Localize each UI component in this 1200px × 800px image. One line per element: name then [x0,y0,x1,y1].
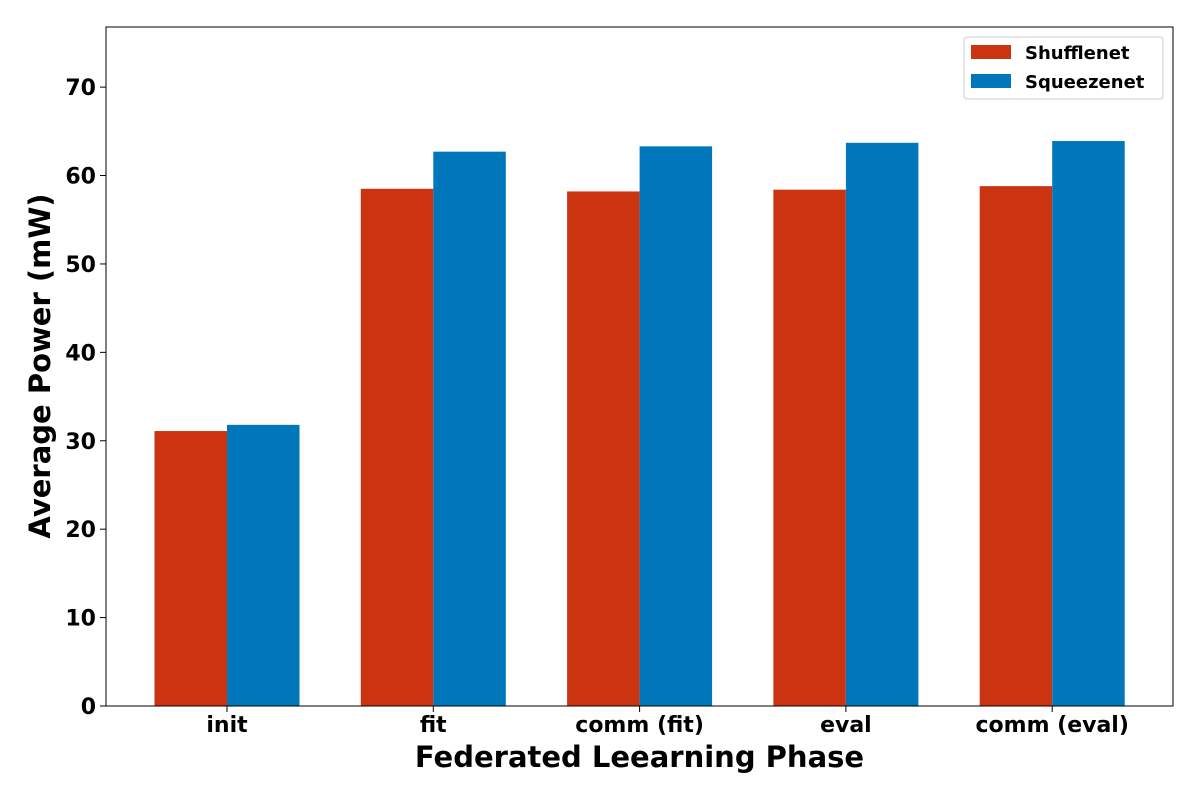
legend-label-shufflenet: Shufflenet [1025,43,1130,64]
legend-swatch-squeezenet [971,74,1011,88]
y-tick-label: 60 [65,165,96,190]
x-tick-label: comm (fit) [575,713,704,738]
bar-squeezenet-2 [639,146,713,706]
bar-squeezenet-1 [433,151,506,706]
bar-squeezenet-3 [845,142,919,706]
bar-squeezenet-0 [227,424,300,706]
y-tick-label: 0 [81,695,96,720]
bars-layer [154,141,1125,707]
x-tick-label: comm (eval) [975,713,1128,738]
y-axis: 0 10 20 30 40 50 60 70 [65,76,106,720]
x-axis-label: Federated Leearning Phase [415,740,864,774]
bar-shufflenet-2 [567,191,640,706]
y-tick-label: 10 [65,607,96,632]
legend-label-squeezenet: Squeezenet [1025,72,1145,93]
y-tick-label: 30 [65,430,96,455]
legend-frame [963,36,1164,100]
bar-shufflenet-0 [154,431,227,706]
legend: Shufflenet Squeezenet [963,36,1164,100]
bar-squeezenet-4 [1052,141,1125,706]
y-tick-label: 20 [65,518,96,543]
y-axis-label: Average Power (mW) [23,193,57,538]
x-tick-label: init [206,713,248,738]
bar-shufflenet-4 [979,186,1053,706]
y-tick-label: 50 [65,253,96,278]
y-tick-label: 70 [65,76,96,101]
y-tick-label: 40 [65,341,96,366]
x-tick-label: fit [420,713,447,738]
bar-shufflenet-1 [360,188,434,706]
bar-shufflenet-3 [773,189,846,707]
x-axis: init fit comm (fit) eval comm (eval) [206,706,1129,738]
x-tick-label: eval [820,713,872,738]
legend-swatch-shufflenet [971,45,1011,59]
